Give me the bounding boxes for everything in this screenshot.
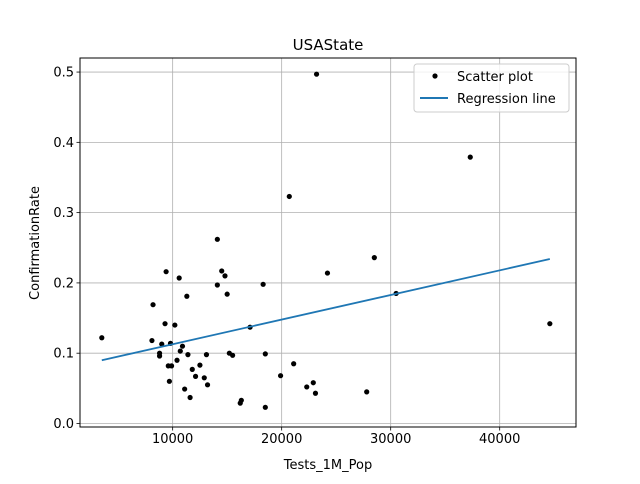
scatter-point: [149, 337, 155, 344]
scatter-point: [286, 193, 292, 200]
scatter-point: [238, 397, 244, 403]
scatter-point: [177, 348, 183, 354]
x-tick-label: 30000: [370, 432, 411, 447]
scatter-point: [230, 352, 236, 358]
scatter-point: [168, 363, 175, 369]
scatter-point: [312, 390, 319, 396]
scatter-point: [260, 281, 266, 287]
scatter-point: [219, 268, 225, 274]
scatter-point: [371, 255, 377, 261]
scatter-point: [324, 270, 331, 276]
y-tick-label: 0.4: [53, 136, 74, 151]
scatter-point: [189, 366, 195, 372]
legend-regression-label: Regression line: [457, 92, 556, 107]
scatter-point: [224, 291, 230, 297]
x-tick-label: 40000: [479, 432, 520, 447]
axes-frame: [79, 57, 577, 428]
scatter-point: [174, 357, 180, 363]
scatter-point: [222, 273, 228, 279]
plot-marks: [99, 71, 553, 410]
scatter-point: [467, 154, 473, 160]
x-axis-label: Tests_1M_Pop: [283, 458, 372, 473]
y-tick-label: 0.0: [53, 417, 74, 432]
scatter-point: [277, 373, 284, 379]
scatter-point: [197, 362, 203, 368]
scatter-point: [166, 378, 172, 384]
scatter-point: [214, 236, 220, 242]
scatter-point: [262, 351, 268, 357]
scatter-point: [150, 302, 156, 308]
scatter-point: [172, 322, 178, 328]
y-axis-label: ConfirmationRate: [28, 186, 43, 300]
legend-box: [413, 63, 570, 113]
scatter-point: [203, 352, 210, 358]
scatter-point: [192, 373, 199, 379]
scatter-point: [313, 71, 320, 77]
chart-title: USAState: [293, 36, 364, 54]
scatter-point: [179, 343, 186, 349]
scatter-point: [176, 275, 182, 281]
x-tick-label: 20000: [261, 432, 302, 447]
scatter-point: [214, 282, 220, 288]
legend: Scatter plot Regression line: [413, 63, 570, 113]
scatter-point: [185, 352, 191, 358]
scatter-point: [187, 394, 193, 401]
scatter-point: [547, 321, 553, 327]
y-tick-label: 0.3: [53, 206, 74, 221]
scatter-point: [364, 389, 370, 395]
y-tick-label: 0.5: [53, 66, 74, 81]
scatter-point: [304, 384, 310, 390]
scatter-point: [156, 353, 163, 359]
legend-scatter-label: Scatter plot: [457, 70, 533, 85]
scatter-point: [159, 341, 165, 347]
y-tick-label: 0.2: [53, 276, 74, 291]
scatter-point: [310, 380, 316, 386]
y-tick-label: 0.1: [53, 347, 74, 362]
ticks: 10000 20000 30000 40000 0.0 0.1 0.2 0.3 0.4 0.5: [53, 66, 520, 447]
scatter-point: [291, 361, 297, 367]
legend-scatter-marker: [432, 73, 438, 79]
scatter-point: [201, 375, 207, 381]
scatter-point: [162, 321, 168, 327]
scatter-point: [204, 382, 211, 388]
scatter-point: [184, 293, 190, 299]
scatter-point: [182, 386, 188, 392]
scatter-point: [163, 269, 169, 275]
scatter-point: [262, 404, 268, 410]
scatter-point: [99, 335, 105, 341]
regression-line: [101, 258, 551, 362]
x-tick-label: 10000: [152, 432, 193, 447]
